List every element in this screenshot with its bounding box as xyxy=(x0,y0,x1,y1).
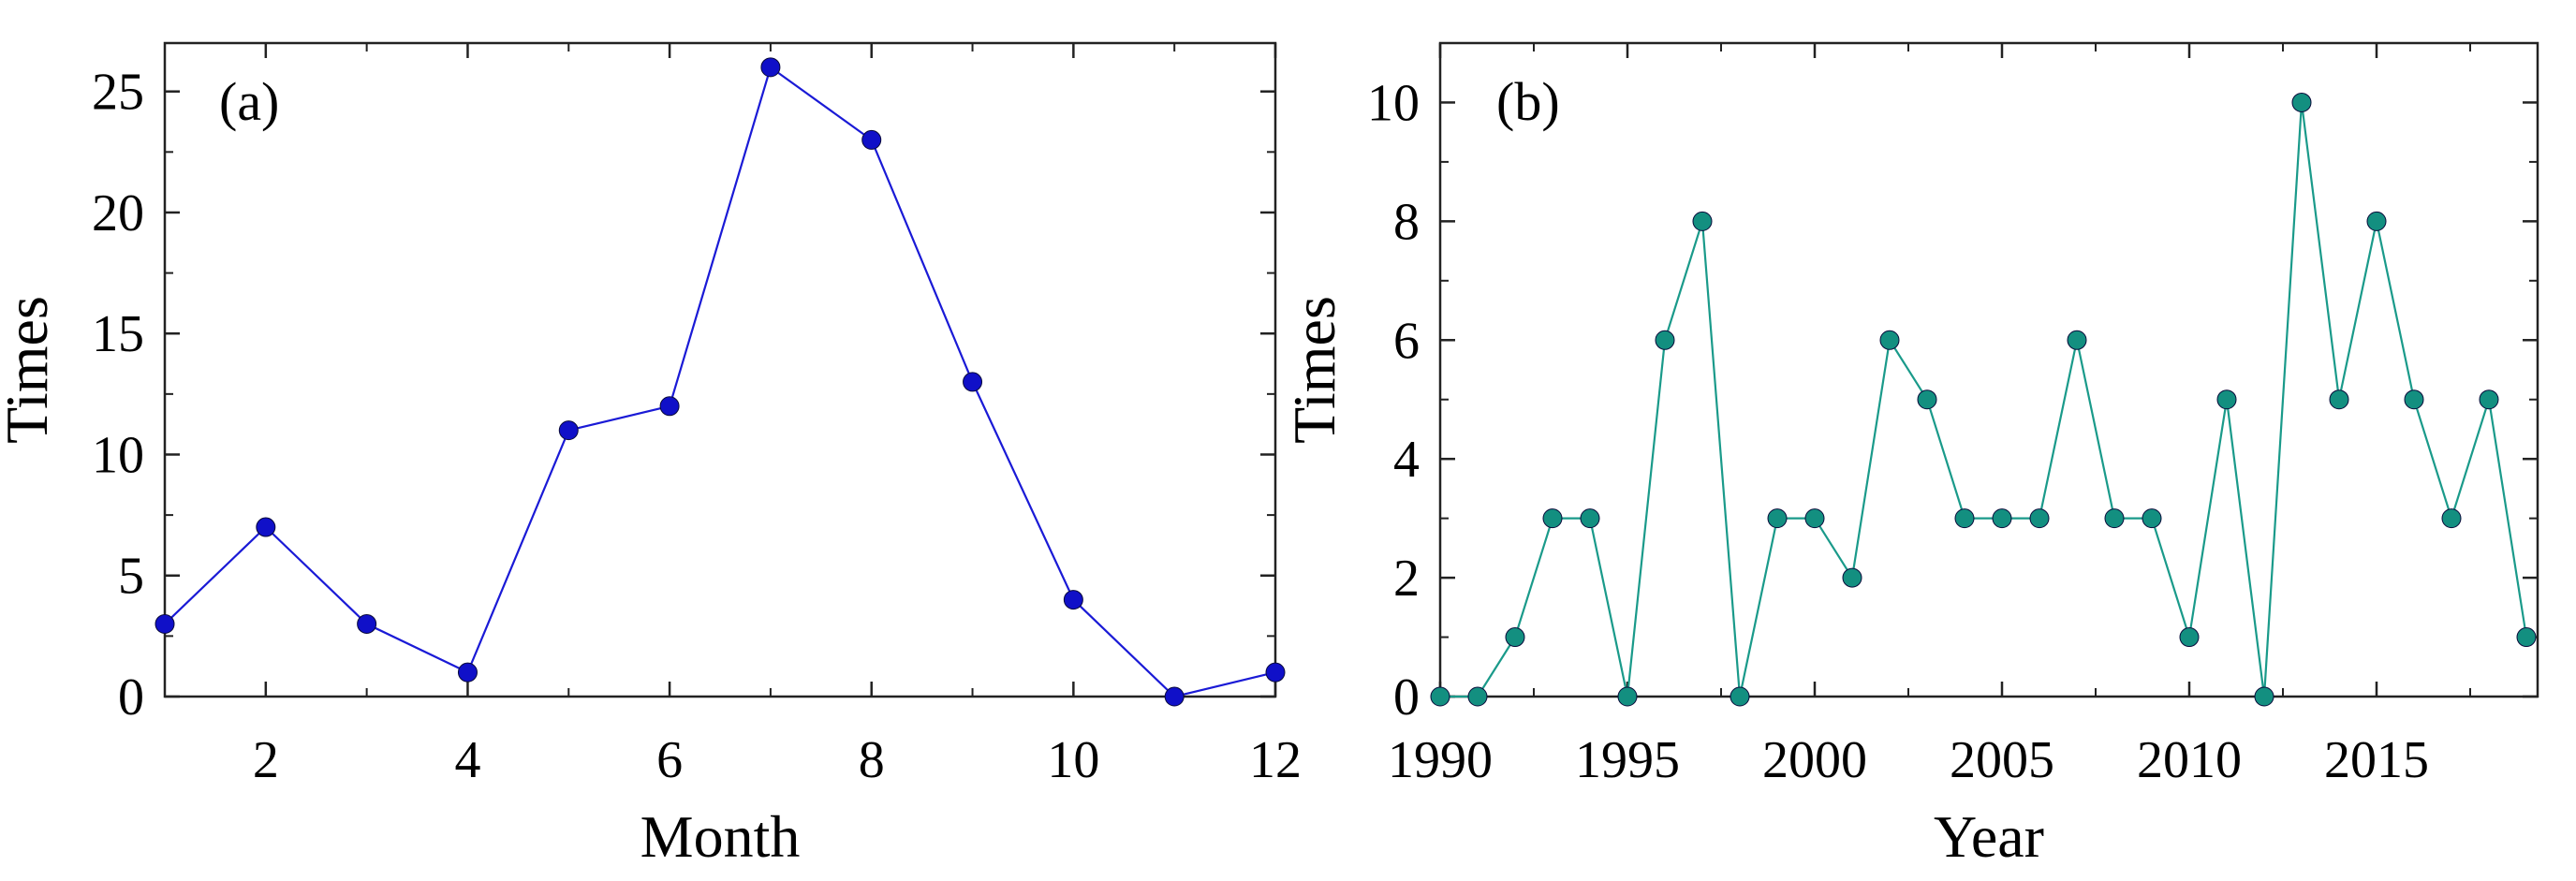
x-tick-label: 2005 xyxy=(1950,731,2054,789)
data-point xyxy=(2067,330,2087,350)
y-tick-label: 10 xyxy=(92,426,144,484)
data-point xyxy=(1063,590,1083,610)
data-point xyxy=(1467,686,1488,707)
series-line xyxy=(164,66,1276,698)
data-point xyxy=(2291,92,2312,112)
y-axis-title: Times xyxy=(1281,296,1347,444)
y-tick-label: 15 xyxy=(92,305,144,363)
panel-a-chart: 0 5 10 15 20 25 2 4 6 8 10 12 (a) Month Times xyxy=(0,41,1302,870)
data-point xyxy=(2516,627,2537,648)
data-point xyxy=(1954,508,1975,529)
y-tick-label: 25 xyxy=(92,64,144,122)
data-point xyxy=(1265,662,1286,683)
data-point xyxy=(1505,627,1525,648)
data-point xyxy=(1164,686,1185,707)
data-point xyxy=(2029,508,2050,529)
data-point xyxy=(1842,567,1862,588)
data-point xyxy=(760,57,781,78)
data-point xyxy=(1879,330,1900,350)
x-axis-title: Month xyxy=(640,803,801,870)
data-point xyxy=(1542,508,1563,529)
panel-b-chart: 0 2 4 6 8 10 1990 1995 2000 2005 2010 2015 (b) Year Ti… xyxy=(1281,41,2539,870)
data-point xyxy=(1917,389,1937,410)
data-point xyxy=(1992,508,2012,529)
data-point xyxy=(155,613,175,634)
data-point xyxy=(2216,389,2237,410)
data-point xyxy=(256,517,276,537)
data-point xyxy=(2329,389,2349,410)
y-tick-label: 4 xyxy=(1393,431,1420,489)
data-point xyxy=(2441,508,2462,529)
data-point xyxy=(1804,508,1825,529)
data-point xyxy=(2366,211,2387,231)
data-point xyxy=(457,662,478,683)
y-tick-label: 5 xyxy=(118,548,144,606)
x-tick-label: 2 xyxy=(253,731,279,789)
x-tick-label: 2015 xyxy=(2324,731,2429,789)
x-tick-label: 1990 xyxy=(1388,731,1493,789)
x-tick-label: 10 xyxy=(1047,731,1099,789)
data-point xyxy=(861,129,882,150)
data-point xyxy=(1655,330,1675,350)
x-tick-label: 12 xyxy=(1249,731,1302,789)
data-point xyxy=(2104,508,2125,529)
data-point xyxy=(963,372,983,392)
series-line xyxy=(1440,102,2528,698)
data-point xyxy=(1580,508,1600,529)
data-point xyxy=(1767,508,1788,529)
data-point xyxy=(1617,686,1638,707)
y-tick-label: 6 xyxy=(1393,312,1420,370)
y-tick-label: 0 xyxy=(1393,668,1420,727)
plot-frame xyxy=(163,41,1277,698)
y-tick-label: 10 xyxy=(1367,74,1420,132)
data-point xyxy=(2404,389,2424,410)
plot-frame xyxy=(1438,41,2539,698)
data-point xyxy=(2479,389,2499,410)
data-point xyxy=(659,396,680,417)
y-tick-label: 0 xyxy=(118,668,144,727)
x-tick-label: 8 xyxy=(859,731,885,789)
y-tick-label: 2 xyxy=(1393,550,1420,608)
data-point xyxy=(1430,686,1450,707)
x-tick-label: 4 xyxy=(454,731,480,789)
y-axis-title: Times xyxy=(0,296,60,444)
data-point xyxy=(558,420,579,441)
x-tick-label: 2010 xyxy=(2137,731,2242,789)
panel-label: (a) xyxy=(219,71,279,132)
x-tick-label: 6 xyxy=(656,731,683,789)
x-tick-label: 1995 xyxy=(1575,731,1680,789)
data-point xyxy=(2254,686,2274,707)
x-tick-label: 2000 xyxy=(1762,731,1867,789)
x-axis-title: Year xyxy=(1934,803,2044,870)
y-tick-label: 8 xyxy=(1393,193,1420,251)
panel-label: (b) xyxy=(1496,71,1560,132)
y-tick-label: 20 xyxy=(92,184,144,242)
data-point xyxy=(2179,627,2200,648)
data-point xyxy=(1730,686,1750,707)
data-point xyxy=(1692,211,1713,231)
data-point xyxy=(2142,508,2162,529)
data-point xyxy=(357,613,377,634)
